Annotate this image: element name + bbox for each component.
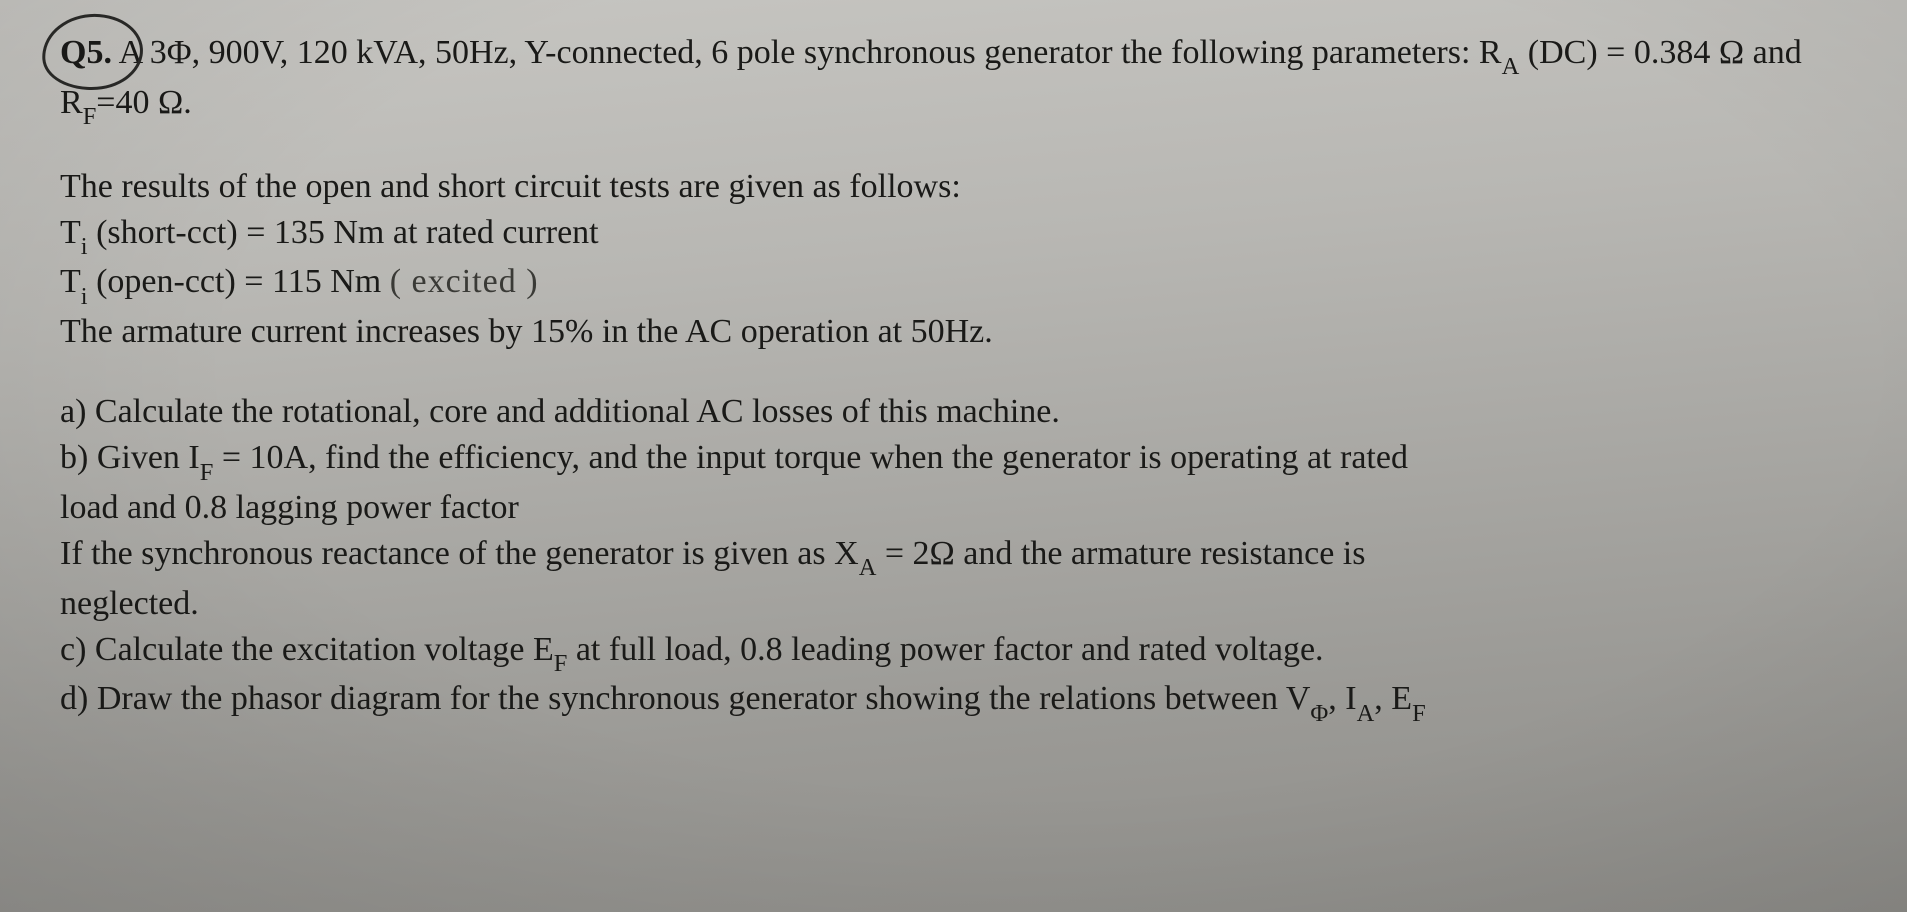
t3-post: (open-cct) = 115 Nm <box>88 263 390 300</box>
xs-sub: A <box>859 554 877 581</box>
t2-sub: i <box>81 233 88 260</box>
handwritten-excited: ( excited ) <box>390 263 539 300</box>
t2-pre: T <box>60 214 81 251</box>
tests-line-1: The results of the open and short circui… <box>60 164 1847 210</box>
d-mid1: , I <box>1328 680 1356 717</box>
d-sub2: A <box>1357 700 1375 727</box>
d-mid2: , E <box>1374 680 1412 717</box>
intro-text-1a: A 3Φ, 900V, 120 kVA, 50Hz, Y-connected, … <box>119 34 1304 71</box>
xs-line2: neglected. <box>60 581 1847 627</box>
d-sub1: Φ <box>1310 700 1328 727</box>
part-b-line2: load and 0.8 lagging power factor <box>60 485 1847 531</box>
part-b-line1: b) Given IF = 10A, find the efficiency, … <box>60 435 1847 485</box>
intro-2-pre: parameters: R <box>1312 34 1502 71</box>
question-intro: Q5. A 3Φ, 900V, 120 kVA, 50Hz, Y-connect… <box>60 30 1847 130</box>
part-c: c) Calculate the excitation voltage EF a… <box>60 627 1847 677</box>
d-sub3: F <box>1412 700 1426 727</box>
t2-post: (short-cct) = 135 Nm at rated current <box>88 214 599 251</box>
intro-line-1: Q5. A 3Φ, 900V, 120 kVA, 50Hz, Y-connect… <box>60 34 1312 71</box>
intro-2-sub1: A <box>1502 53 1520 80</box>
tests-line-2: Ti (short-cct) = 135 Nm at rated current <box>60 210 1847 260</box>
part-a: a) Calculate the rotational, core and ad… <box>60 389 1847 435</box>
xs-line1: If the synchronous reactance of the gene… <box>60 531 1847 581</box>
tests-line-3: Ti (open-cct) = 115 Nm ( excited ) <box>60 259 1847 309</box>
c-sub: F <box>554 650 568 677</box>
d-pre: d) Draw the phasor diagram for the synch… <box>60 680 1310 717</box>
xs-pre: If the synchronous reactance of the gene… <box>60 535 859 572</box>
b-sub: F <box>200 459 214 486</box>
c-pre: c) Calculate the excitation voltage E <box>60 631 554 668</box>
b-mid: = 10A, find the efficiency, and the inpu… <box>213 439 1408 476</box>
t3-sub: i <box>81 283 88 310</box>
xs-post: = 2Ω and the armature resistance is <box>876 535 1365 572</box>
intro-2-post: =40 Ω. <box>96 84 191 121</box>
t3-pre: T <box>60 263 81 300</box>
tests-line-4: The armature current increases by 15% in… <box>60 309 1847 355</box>
part-d: d) Draw the phasor diagram for the synch… <box>60 676 1847 726</box>
question-label: Q5. <box>60 34 112 71</box>
tests-block: The results of the open and short circui… <box>60 164 1847 355</box>
scanned-page: Q5. A 3Φ, 900V, 120 kVA, 50Hz, Y-connect… <box>0 0 1907 912</box>
parts-block: a) Calculate the rotational, core and ad… <box>60 389 1847 726</box>
intro-2-sub2: F <box>83 103 97 130</box>
b-pre: b) Given I <box>60 439 200 476</box>
c-post: at full load, 0.8 leading power factor a… <box>567 631 1323 668</box>
